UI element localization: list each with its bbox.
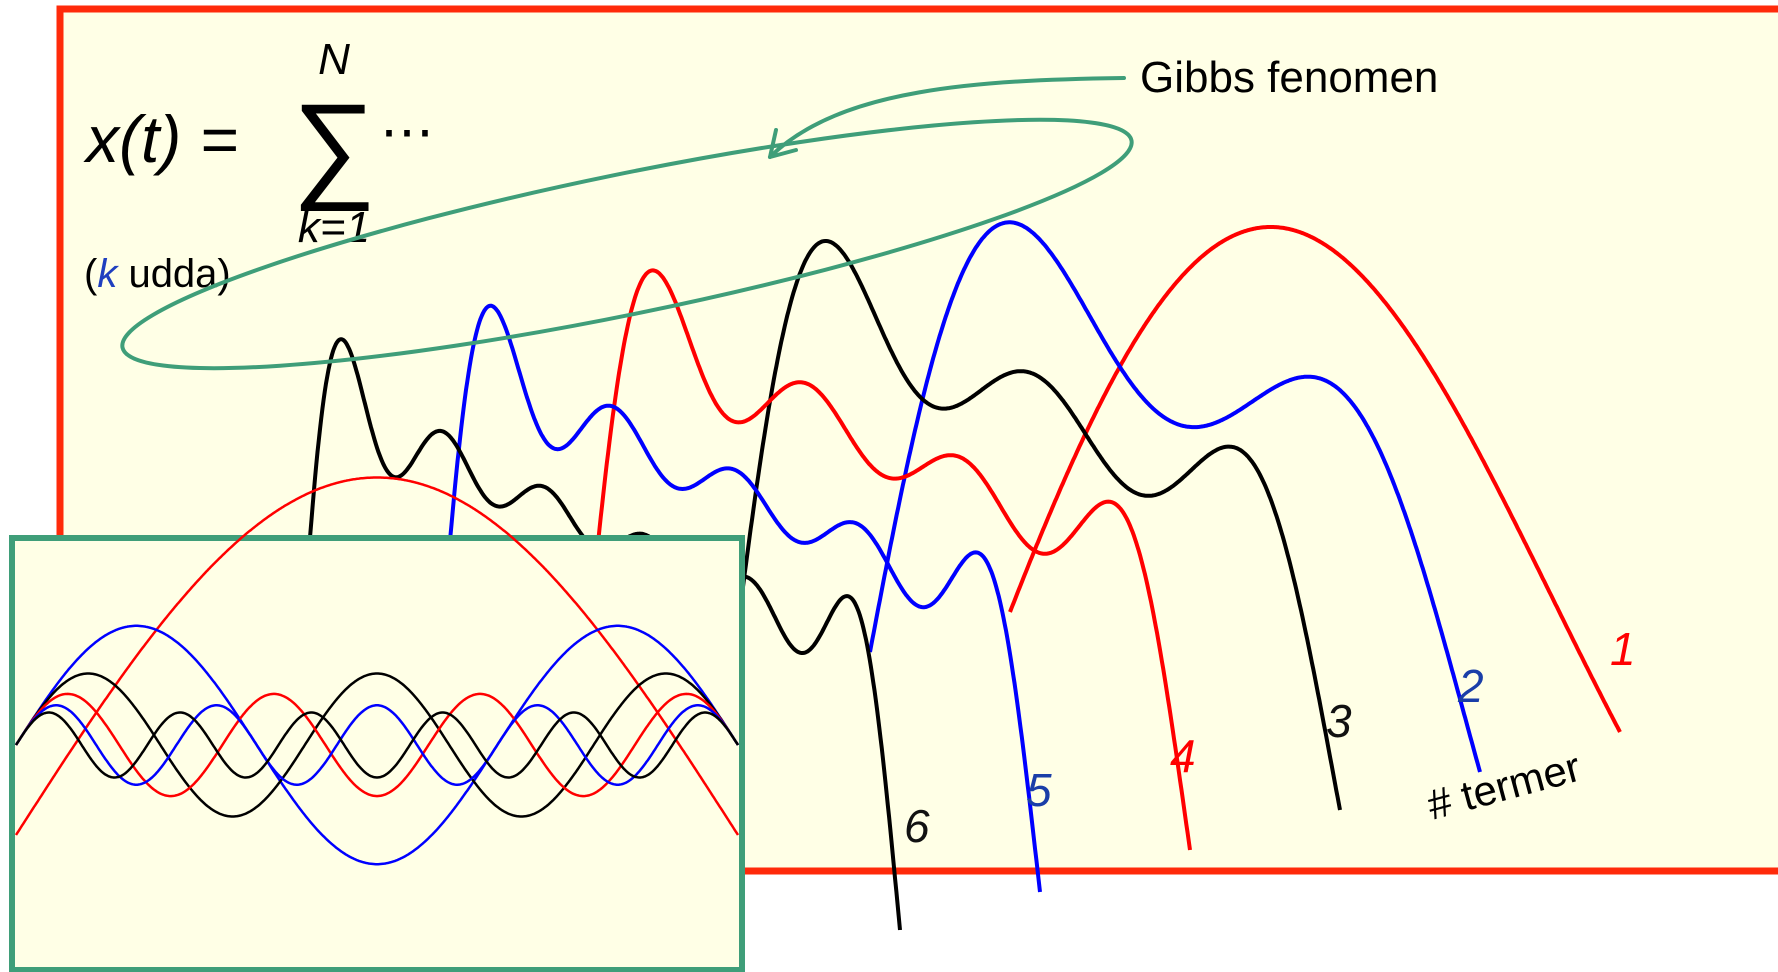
partial-sum-curve-4 — [578, 268, 1192, 851]
term-label-4: 4 — [1170, 730, 1196, 782]
inset-harmonic-k9 — [14, 704, 740, 786]
formula: N x(t) = ∑ ⋯ k=1 (k udda) — [83, 35, 434, 296]
inset-panel — [9, 535, 745, 972]
partial-sum-curve-2 — [868, 220, 1482, 773]
partial-sum-curve-3 — [728, 239, 1342, 811]
partial-sum-curves — [290, 220, 1622, 931]
formula-sum-symbol: ∑ — [292, 80, 376, 212]
formula-note-rest: udda) — [117, 252, 230, 296]
gibbs-label: Gibbs fenomen — [1140, 53, 1438, 102]
gibbs-ellipse — [120, 117, 1134, 371]
inset-harmonic-k5 — [14, 672, 740, 818]
inset-harmonic-k7 — [14, 692, 740, 798]
gibbs-arrow — [768, 76, 1126, 159]
formula-note-open: ( — [84, 252, 98, 296]
formula-ellipsis: ⋯ — [380, 102, 434, 162]
term-label-5: 5 — [1026, 764, 1052, 816]
partial-sum-curve-5 — [430, 303, 1042, 893]
formula-lhs: x(t) = — [83, 102, 238, 176]
partial-sum-curve-1 — [1008, 225, 1622, 733]
formula-note-k: k — [97, 252, 119, 296]
inset-harmonic-k1 — [14, 476, 740, 836]
term-label-6: 6 — [904, 800, 930, 852]
term-label-1: 1 — [1610, 623, 1636, 675]
term-label-3: 3 — [1326, 695, 1352, 747]
term-label-2: 2 — [1457, 660, 1484, 712]
inset-harmonic-k11 — [14, 711, 740, 779]
inset-harmonic-k3 — [14, 624, 740, 866]
term-labels: 1 2 3 4 5 6 — [904, 623, 1636, 852]
inset-harmonics — [14, 476, 740, 866]
formula-upper-limit: N — [318, 35, 350, 84]
